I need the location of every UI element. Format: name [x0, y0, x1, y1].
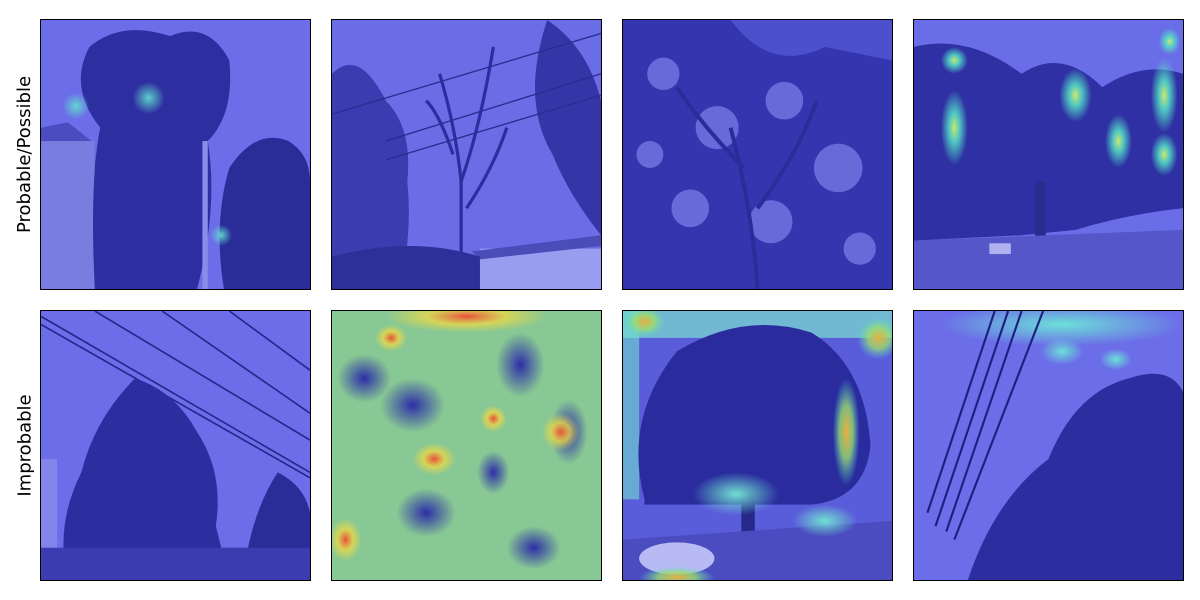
panel-r1-c2-image [331, 19, 602, 290]
panel-r1-c3-image [622, 19, 893, 290]
panel-r1-c4-image [913, 19, 1184, 290]
row-label-improbable-text: Improbable [14, 394, 36, 497]
panel-r2-c1-image [40, 310, 311, 581]
panel-r2-c2-image [331, 310, 602, 581]
panel-r2-c3-image [622, 310, 893, 581]
panel-r1-c1-image [40, 19, 311, 290]
panel-r2-c4-image [913, 310, 1184, 581]
row-label-probable-text: Probable/Possible [14, 75, 36, 234]
